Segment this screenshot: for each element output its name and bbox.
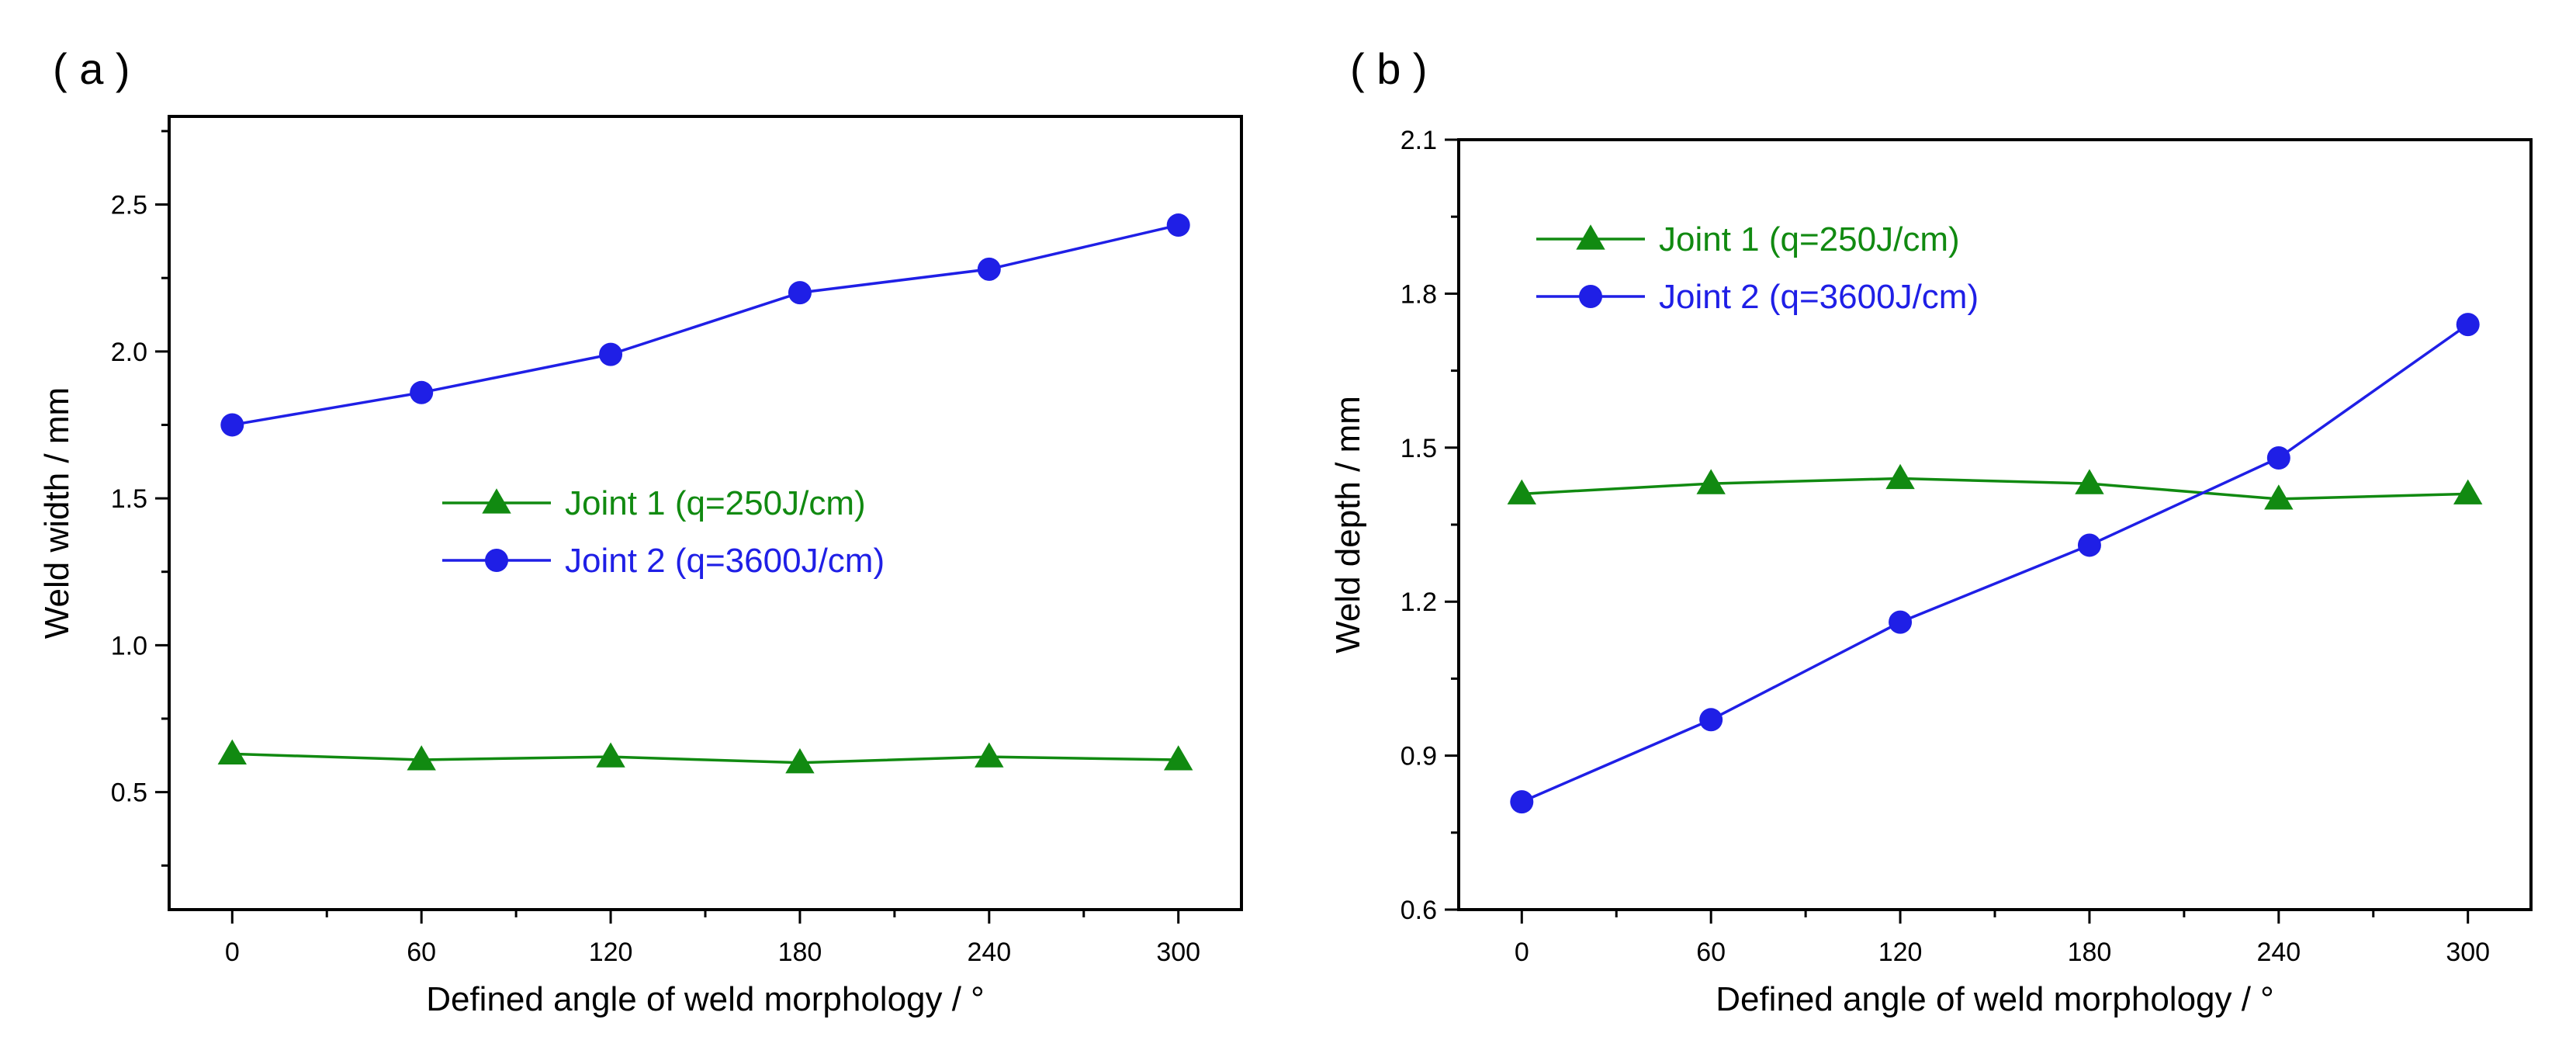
- panel-label: ( a ): [53, 44, 130, 93]
- x-tick-label: 180: [2068, 938, 2112, 967]
- y-tick-label: 1.5: [1401, 434, 1437, 463]
- data-point: [2075, 469, 2104, 494]
- data-point: [2456, 313, 2480, 337]
- y-tick-label: 1.8: [1401, 279, 1437, 309]
- legend-marker: [1579, 285, 1602, 308]
- y-tick-label: 2.5: [111, 191, 147, 220]
- data-point: [1166, 213, 1190, 237]
- data-point: [1885, 463, 1915, 490]
- data-point: [2077, 533, 2101, 557]
- series-line: [232, 752, 1179, 764]
- x-axis-title: Defined angle of weld morphology / °: [426, 980, 985, 1018]
- data-point: [785, 748, 815, 774]
- legend-label: Joint 1 (q=250J/cm): [1659, 220, 1960, 258]
- data-point: [410, 380, 434, 404]
- series-1: [1507, 463, 2483, 510]
- y-tick-label: 1.0: [111, 631, 147, 660]
- x-tick-label: 120: [589, 938, 633, 967]
- x-tick-label: 300: [2446, 938, 2490, 967]
- data-point: [596, 742, 625, 768]
- x-tick-label: 60: [1696, 938, 1726, 967]
- y-axis-title: Weld width / mm: [38, 387, 76, 639]
- y-tick-label: 0.9: [1401, 742, 1437, 771]
- x-tick-label: 120: [1878, 938, 1923, 967]
- plot-frame: [1457, 138, 2533, 911]
- chart-panel-b: ( b ) 0 60 120 180 240 300 0.6 0.9 1.2 1.5 1.8 2.1 De…: [1329, 44, 2533, 1018]
- legend-marker: [482, 488, 511, 514]
- data-point: [977, 257, 1001, 281]
- legend-label: Joint 2 (q=3600J/cm): [565, 542, 885, 580]
- series-1: [217, 739, 1193, 774]
- data-point: [975, 742, 1004, 768]
- x-tick-label: 60: [407, 938, 436, 967]
- data-point: [599, 342, 623, 366]
- chart-panel-a: ( a ) 0 60 120 180 240 300 0.5 1.0 1.5 2.0 2.5 Defin…: [38, 44, 1243, 1018]
- x-tick-label: 300: [1156, 938, 1200, 967]
- series-2: [1510, 313, 2480, 814]
- legend-label: Joint 2 (q=3600J/cm): [1659, 278, 1979, 316]
- y-axis-title: Weld depth / mm: [1329, 396, 1367, 653]
- series-line: [1521, 323, 2469, 803]
- x-axis-title: Defined angle of weld morphology / °: [1716, 980, 2274, 1018]
- series-line: [231, 224, 1179, 427]
- legend-marker: [485, 549, 508, 572]
- y-tick-label: 2.0: [111, 338, 147, 367]
- data-point: [220, 413, 244, 437]
- data-point: [1889, 610, 1913, 634]
- data-point: [2453, 479, 2483, 504]
- legend-label: Joint 1 (q=250J/cm): [565, 484, 866, 522]
- data-point: [788, 281, 812, 305]
- data-point: [1696, 469, 1726, 494]
- data-point: [2266, 446, 2290, 470]
- data-point: [1164, 745, 1193, 771]
- data-point: [217, 739, 247, 764]
- y-tick-label: 0.6: [1401, 896, 1437, 925]
- x-tick-label: 180: [778, 938, 822, 967]
- series-line: [1522, 477, 2468, 501]
- legend: Joint 1 (q=250J/cm) Joint 2 (q=3600J/cm): [1536, 220, 1979, 316]
- legend: Joint 1 (q=250J/cm) Joint 2 (q=3600J/cm): [442, 484, 885, 580]
- series-2: [220, 213, 1190, 437]
- data-point: [407, 745, 436, 771]
- data-point: [1507, 479, 1536, 504]
- y-tick-label: 1.5: [111, 484, 147, 514]
- x-tick-label: 0: [1515, 938, 1529, 967]
- x-tick-label: 240: [2256, 938, 2301, 967]
- data-point: [1510, 790, 1534, 814]
- x-tick-label: 240: [967, 938, 1011, 967]
- data-point: [2264, 484, 2294, 510]
- panel-label: ( b ): [1350, 44, 1428, 93]
- x-tick-label: 0: [225, 938, 240, 967]
- legend-marker: [1576, 224, 1605, 250]
- data-point: [1699, 708, 1723, 732]
- y-tick-label: 2.1: [1401, 126, 1437, 155]
- y-tick-label: 0.5: [111, 778, 147, 808]
- y-tick-label: 1.2: [1401, 588, 1437, 617]
